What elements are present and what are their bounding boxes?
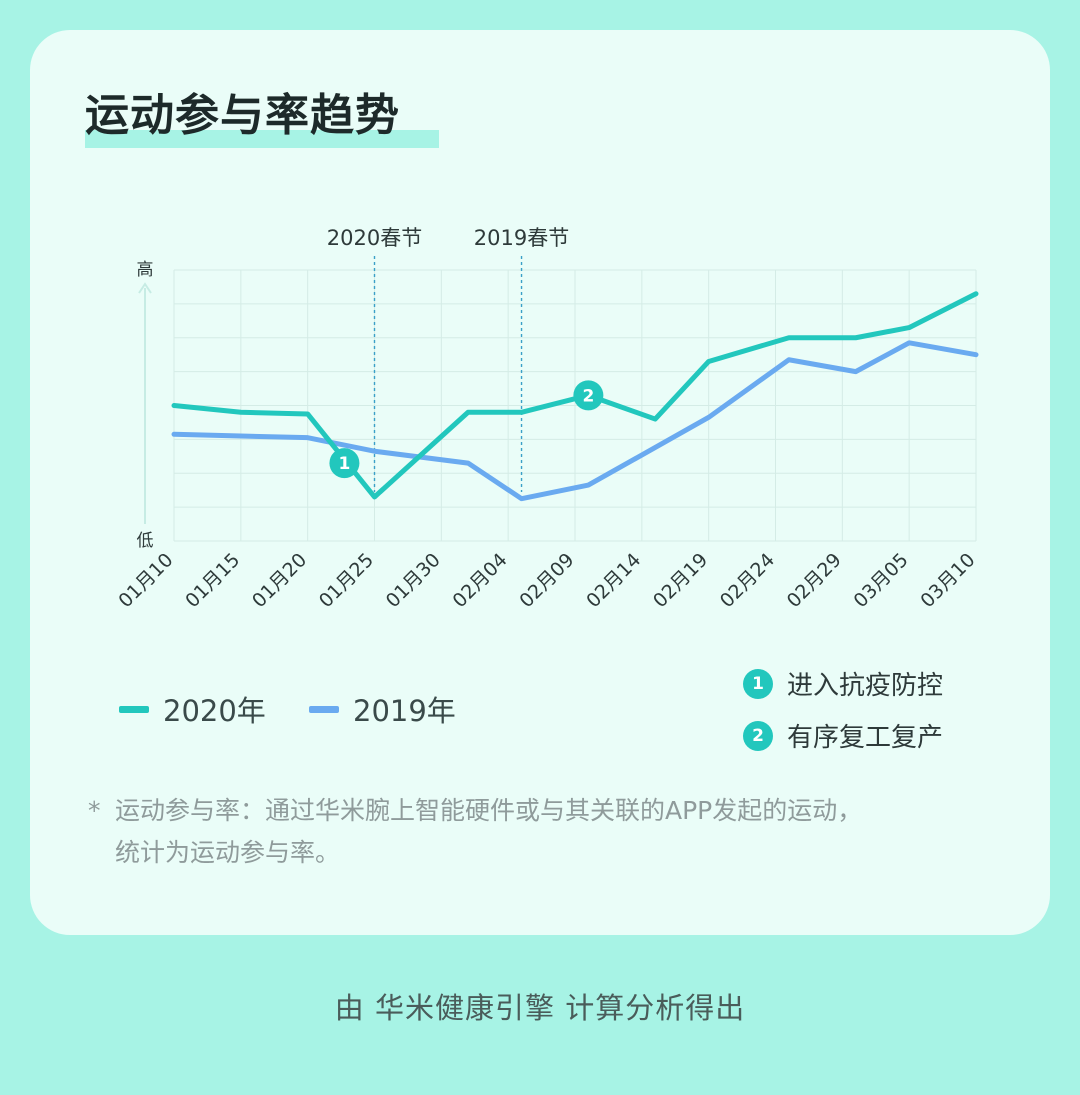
annotation-badge-2: 2 [743, 720, 773, 751]
spring-festival-marker-label: 2019春节 [474, 226, 569, 250]
annotation-badge-1: 1 [743, 668, 773, 699]
annotation-label-2: 有序复工复产 [787, 723, 944, 753]
x-tick-label: 02月24 [716, 549, 779, 612]
annotation-legend-2: 2 有序复工复产 [743, 717, 943, 754]
annotation-marker-1 [329, 448, 360, 479]
annotation-legend-1: 1 进入抗疫防控 [743, 665, 943, 702]
x-tick-label: 01月20 [248, 549, 311, 612]
x-tick-label: 02月19 [649, 549, 712, 612]
y-axis-label-low: 低 [137, 531, 154, 551]
legend-label-2019: 2019年 [353, 694, 456, 728]
legend-swatch-2019 [309, 705, 339, 713]
title-block: 运动参与率趋势 [85, 88, 439, 148]
legend-item-2019: 2019年 [309, 688, 456, 730]
title-highlight [85, 130, 439, 148]
x-tick-label: 02月09 [515, 549, 578, 612]
legend-swatch-2020 [119, 705, 149, 713]
y-axis-label-high: 高 [137, 260, 154, 280]
x-tick-label: 02月29 [783, 549, 846, 612]
legend-item-2020: 2020年 [119, 688, 266, 730]
annotation-marker-2 [573, 380, 604, 411]
x-tick-label: 03月05 [850, 549, 913, 612]
x-tick-label: 02月14 [582, 549, 645, 612]
footnote-line-2: 统计为运动参与率。 [115, 838, 341, 867]
footnote-star: * [88, 796, 101, 825]
source-credit: 由 华米健康引擎 计算分析得出 [334, 991, 746, 1025]
x-tick-label: 01月25 [315, 549, 378, 612]
series-line-2019年 [171, 340, 979, 502]
page-title: 运动参与率趋势 [85, 90, 400, 141]
spring-festival-marker-label: 2020春节 [327, 226, 422, 250]
annotation-label-1: 进入抗疫防控 [787, 671, 944, 701]
x-tick-label: 01月15 [181, 549, 244, 612]
x-tick-label: 03月10 [916, 549, 979, 612]
legend-label-2020: 2020年 [163, 694, 266, 728]
annotation-marker-label-2: 2 [582, 386, 594, 406]
y-axis-arrow-head [138, 282, 152, 294]
annotation-marker-label-1: 1 [339, 454, 351, 474]
x-tick-label: 02月04 [449, 549, 512, 612]
footnote-line-1: 运动参与率：通过华米腕上智能硬件或与其关联的APP发起的运动， [115, 796, 863, 825]
x-tick-label: 01月10 [114, 549, 177, 612]
card [30, 30, 1050, 935]
x-tick-label: 01月30 [382, 549, 445, 612]
footnote: * 运动参与率：通过华米腕上智能硬件或与其关联的APP发起的运动， 统计为运动参… [88, 790, 862, 874]
